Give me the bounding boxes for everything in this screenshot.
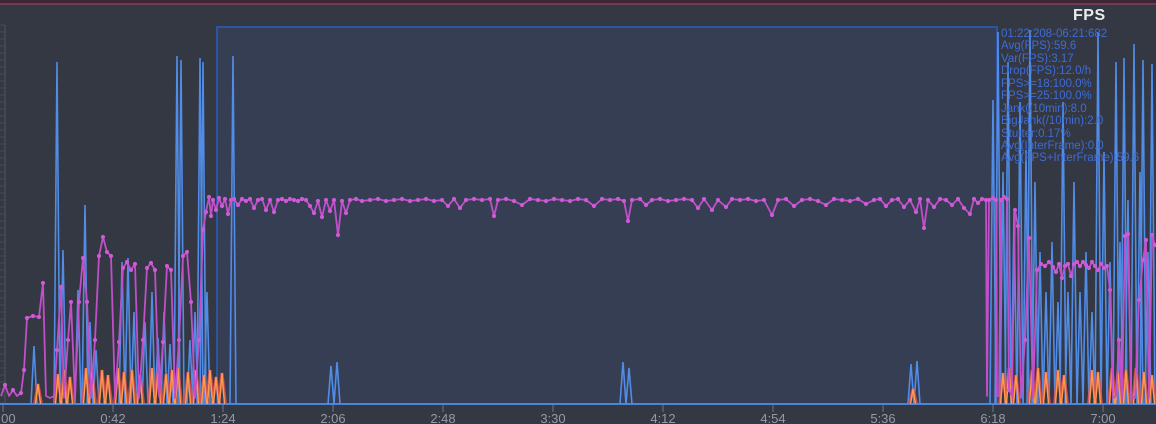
- stats-line: Avg(FPS):59.6: [1001, 40, 1077, 53]
- stats-line: Jank(/10min):8.0: [1001, 102, 1087, 115]
- x-axis-label: 6:18: [980, 411, 1005, 424]
- stats-line: FPS>=25:100.0%: [1001, 90, 1092, 103]
- x-axis-label: 0:00: [0, 411, 16, 424]
- x-axis-label: 4:12: [650, 411, 675, 424]
- x-axis-label: 5:36: [870, 411, 895, 424]
- stats-line: BigJank(/10min):2.0: [1001, 115, 1104, 128]
- stats-line: Drop(FPS):12.0/h: [1001, 65, 1092, 78]
- x-axis-label: 0:42: [100, 411, 125, 424]
- stats-line: Var(FPS):3.17: [1001, 52, 1074, 65]
- selection-region[interactable]: [216, 26, 998, 405]
- fps-line-series: [0, 194, 1156, 399]
- x-axis-label: 7:00: [1090, 411, 1115, 424]
- top-divider-strip: [0, 0, 1156, 5]
- stats-line: FPS>=18:100.0%: [1001, 77, 1092, 90]
- x-axis-label: 2:48: [430, 411, 455, 424]
- chart-title: FPS: [1073, 7, 1106, 24]
- x-axis: 0:00 0:42 1:24 2:06 2:48 3:30 4:12 4:54 5:36 6:18…: [0, 405, 1116, 424]
- stats-line: Avg(InterFrame):0.0: [1001, 139, 1104, 152]
- stats-line: Stutter:0.17%: [1001, 127, 1071, 140]
- x-axis-label: 3:30: [540, 411, 565, 424]
- stats-line: 01:22:208-06:21:682: [1001, 28, 1108, 40]
- stats-line: Avg(FPS+InterFrame):59.6: [1001, 152, 1140, 165]
- x-axis-label: 1:24: [210, 411, 235, 424]
- y-ruler: [0, 24, 6, 404]
- stats-overlay: 01:22:208-06:21:682 Avg(FPS):59.6 Var(FPS)…: [1001, 28, 1155, 165]
- x-axis-label: 2:06: [320, 411, 345, 424]
- x-axis-label: 4:54: [760, 411, 785, 424]
